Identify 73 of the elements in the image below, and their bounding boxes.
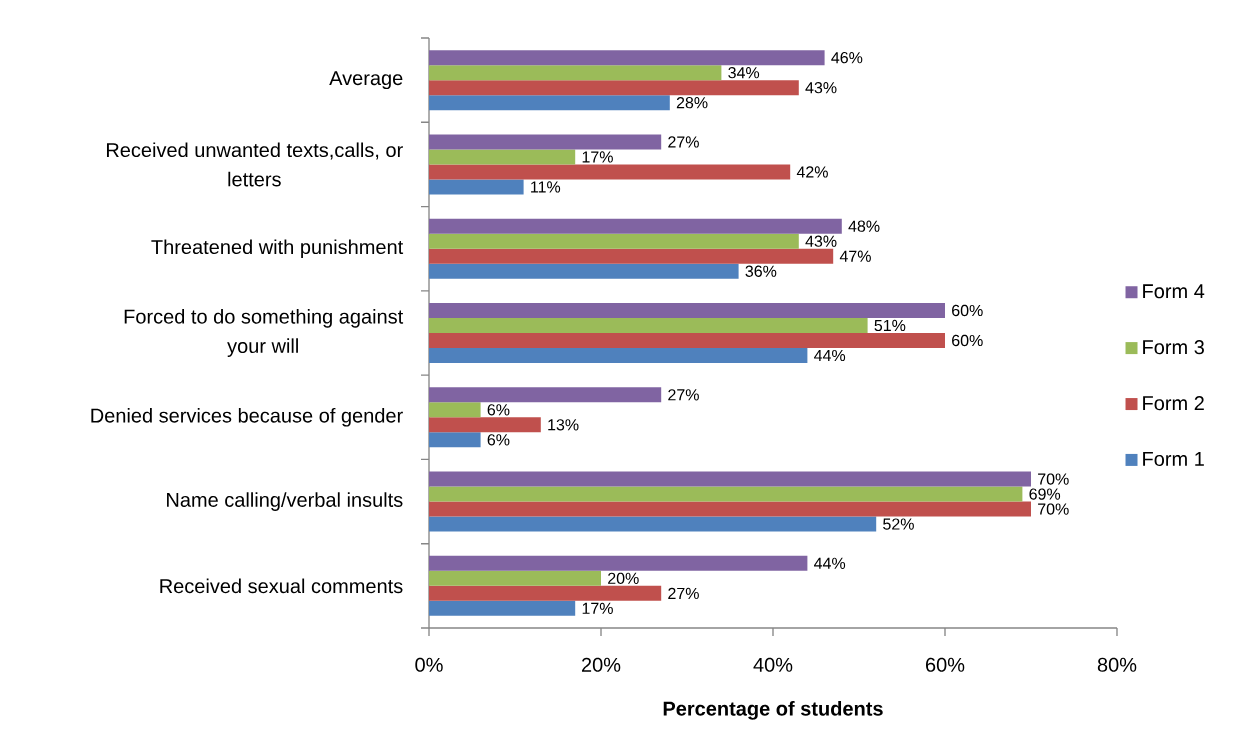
data-label: 11% (531, 181, 561, 193)
data-label: 46% (831, 51, 863, 64)
legend-label: Form 3 (1143, 340, 1204, 355)
bar (429, 516, 877, 532)
legend-label: Form 2 (1143, 396, 1204, 411)
data-label: 43% (805, 235, 837, 247)
data-label: 43% (805, 81, 837, 94)
y-tick-label: Received sexual comments (160, 578, 403, 594)
bar (429, 486, 1023, 502)
x-tick-label: 80% (1097, 657, 1137, 672)
data-label: 6% (487, 434, 510, 446)
data-label: 6% (487, 404, 510, 416)
bar (429, 471, 1031, 487)
bar (429, 600, 576, 616)
y-tick-label: Threatened with punishment (151, 239, 404, 259)
x-tick-label: 60% (926, 657, 965, 672)
data-label: 60% (952, 304, 983, 317)
data-label: 44% (814, 557, 846, 569)
y-tick-label: Denied services because of gender (91, 407, 403, 427)
data-label: 42% (796, 166, 828, 178)
bar (429, 318, 868, 334)
bar (429, 432, 481, 448)
bar (429, 402, 481, 418)
y-tick-label: Forced to do something against your will (124, 309, 404, 357)
x-tick-label: 40% (753, 657, 793, 672)
legend-label: Form 1 (1143, 452, 1204, 466)
data-label: 47% (839, 250, 871, 262)
data-label: 20% (608, 572, 639, 585)
bar (429, 218, 842, 234)
bar (429, 50, 825, 66)
bar (429, 263, 739, 279)
data-label: 13% (548, 419, 579, 431)
data-label: 70% (1038, 473, 1069, 485)
y-tick-label: Average (329, 71, 403, 90)
data-label: 34% (728, 66, 760, 79)
legend-label: Form 4 (1143, 284, 1205, 299)
data-label: 27% (668, 136, 699, 148)
bar (429, 387, 662, 403)
bar (429, 501, 1031, 517)
data-label: 27% (668, 587, 699, 599)
bar (429, 80, 799, 96)
data-label: 70% (1038, 503, 1069, 515)
data-label: 36% (745, 265, 777, 277)
x-axis-title: Percentage of students (663, 701, 883, 720)
x-tick-label: 20% (581, 657, 621, 672)
data-label: 44% (814, 349, 846, 362)
x-tick-label: 0% (415, 657, 443, 672)
data-label: 51% (874, 319, 906, 332)
bar (429, 65, 722, 81)
data-label: 28% (676, 96, 708, 109)
bar (429, 333, 945, 349)
data-label: 48% (848, 220, 880, 232)
data-label: 52% (883, 518, 914, 530)
data-label: 69% (1029, 488, 1061, 500)
bar (429, 417, 541, 433)
bar (429, 303, 945, 318)
bar (429, 179, 524, 195)
bar (429, 134, 662, 150)
data-label: 27% (668, 389, 699, 401)
bar (429, 164, 791, 180)
data-label: 60% (952, 334, 983, 347)
y-tick-label: Received unwanted texts,calls, or letters (106, 142, 403, 187)
bar (429, 585, 662, 601)
data-label: 17% (582, 602, 613, 614)
bar (429, 248, 834, 264)
bar (429, 555, 808, 571)
bar (429, 95, 670, 111)
data-label: 17% (582, 151, 613, 163)
bar (429, 149, 576, 165)
bar (429, 348, 808, 364)
y-tick-label: Name calling/verbal insults (167, 492, 403, 511)
bar (429, 233, 799, 249)
bar (429, 570, 601, 586)
